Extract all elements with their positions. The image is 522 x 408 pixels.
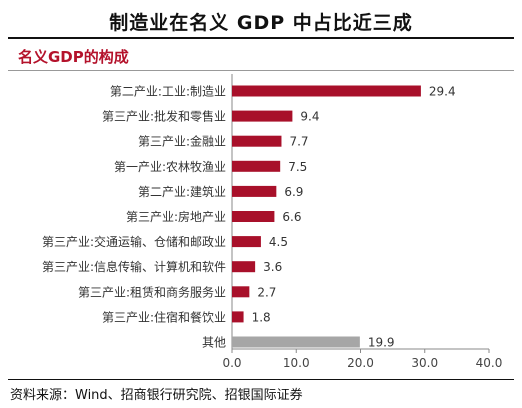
data-label: 7.5: [288, 160, 307, 174]
category-label: 第一产业:农林牧渔业: [114, 160, 226, 174]
category-label: 第三产业:租赁和商务服务业: [78, 284, 226, 299]
category-label: 第三产业:批发和零售业: [102, 109, 226, 124]
bar: [232, 135, 282, 147]
data-label: 2.7: [257, 285, 276, 299]
bar: [232, 160, 281, 172]
bar: [232, 85, 421, 97]
category-label: 第二产业:工业:制造业: [110, 85, 226, 99]
category-label: 第三产业:住宿和餐饮业: [102, 309, 226, 324]
bar: [232, 261, 256, 273]
category-label: 第三产业:信息传输、计算机和软件: [42, 259, 226, 274]
data-label: 9.4: [300, 110, 319, 124]
x-tick-label: 40.0: [476, 356, 503, 370]
footer-divider: [8, 379, 514, 380]
data-label: 1.8: [252, 310, 271, 324]
data-label: 3.6: [263, 260, 282, 274]
category-label: 第三产业:交通运输、仓储和邮政业: [42, 234, 226, 249]
source-note: 资料来源：Wind、招商银行研究院、招银国际证券: [10, 388, 303, 403]
bar: [232, 286, 250, 298]
chart-title: 制造业在名义 GDP 中占比近三成: [109, 12, 413, 34]
bar: [232, 236, 261, 248]
title-divider: [8, 37, 514, 39]
x-tick-label: 0.0: [222, 356, 241, 370]
data-label: 29.4: [429, 85, 456, 99]
category-label: 第二产业:建筑业: [138, 184, 226, 199]
x-tick-label: 30.0: [411, 356, 438, 370]
subtitle-divider: [8, 70, 514, 71]
bar: [232, 211, 275, 222]
bar: [232, 110, 293, 122]
data-label: 6.9: [284, 185, 303, 199]
x-tick-label: 20.0: [347, 356, 374, 370]
data-label: 7.7: [289, 135, 308, 149]
category-label: 第三产业:房地产业: [126, 209, 226, 224]
data-label: 19.9: [368, 336, 395, 350]
category-label: 第三产业:金融业: [138, 134, 226, 149]
bar-chart: 第二产业:工业:制造业 29.4 第三产业:批发和零售业 9.4 第三产业:金融业 7.7…: [42, 74, 503, 370]
bar: [232, 336, 360, 348]
data-label: 6.6: [282, 210, 301, 224]
category-label: 其他: [202, 336, 226, 350]
data-label: 4.5: [269, 235, 288, 249]
bar: [232, 185, 277, 197]
chart-subtitle: 名义GDP的构成: [18, 48, 129, 66]
bar: [232, 311, 244, 323]
x-tick-label: 10.0: [283, 356, 310, 370]
